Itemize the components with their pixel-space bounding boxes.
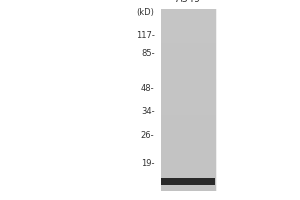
Text: 26-: 26- [141,130,154,140]
Bar [161,178,214,184]
Text: (kD): (kD) [136,8,154,18]
Text: 117-: 117- [136,31,154,40]
Text: 19-: 19- [141,158,154,168]
Text: 48-: 48- [141,84,154,93]
Text: 85-: 85- [141,48,154,58]
Text: A549: A549 [176,0,201,4]
Text: 34-: 34- [141,106,154,116]
Bar [160,9,216,191]
